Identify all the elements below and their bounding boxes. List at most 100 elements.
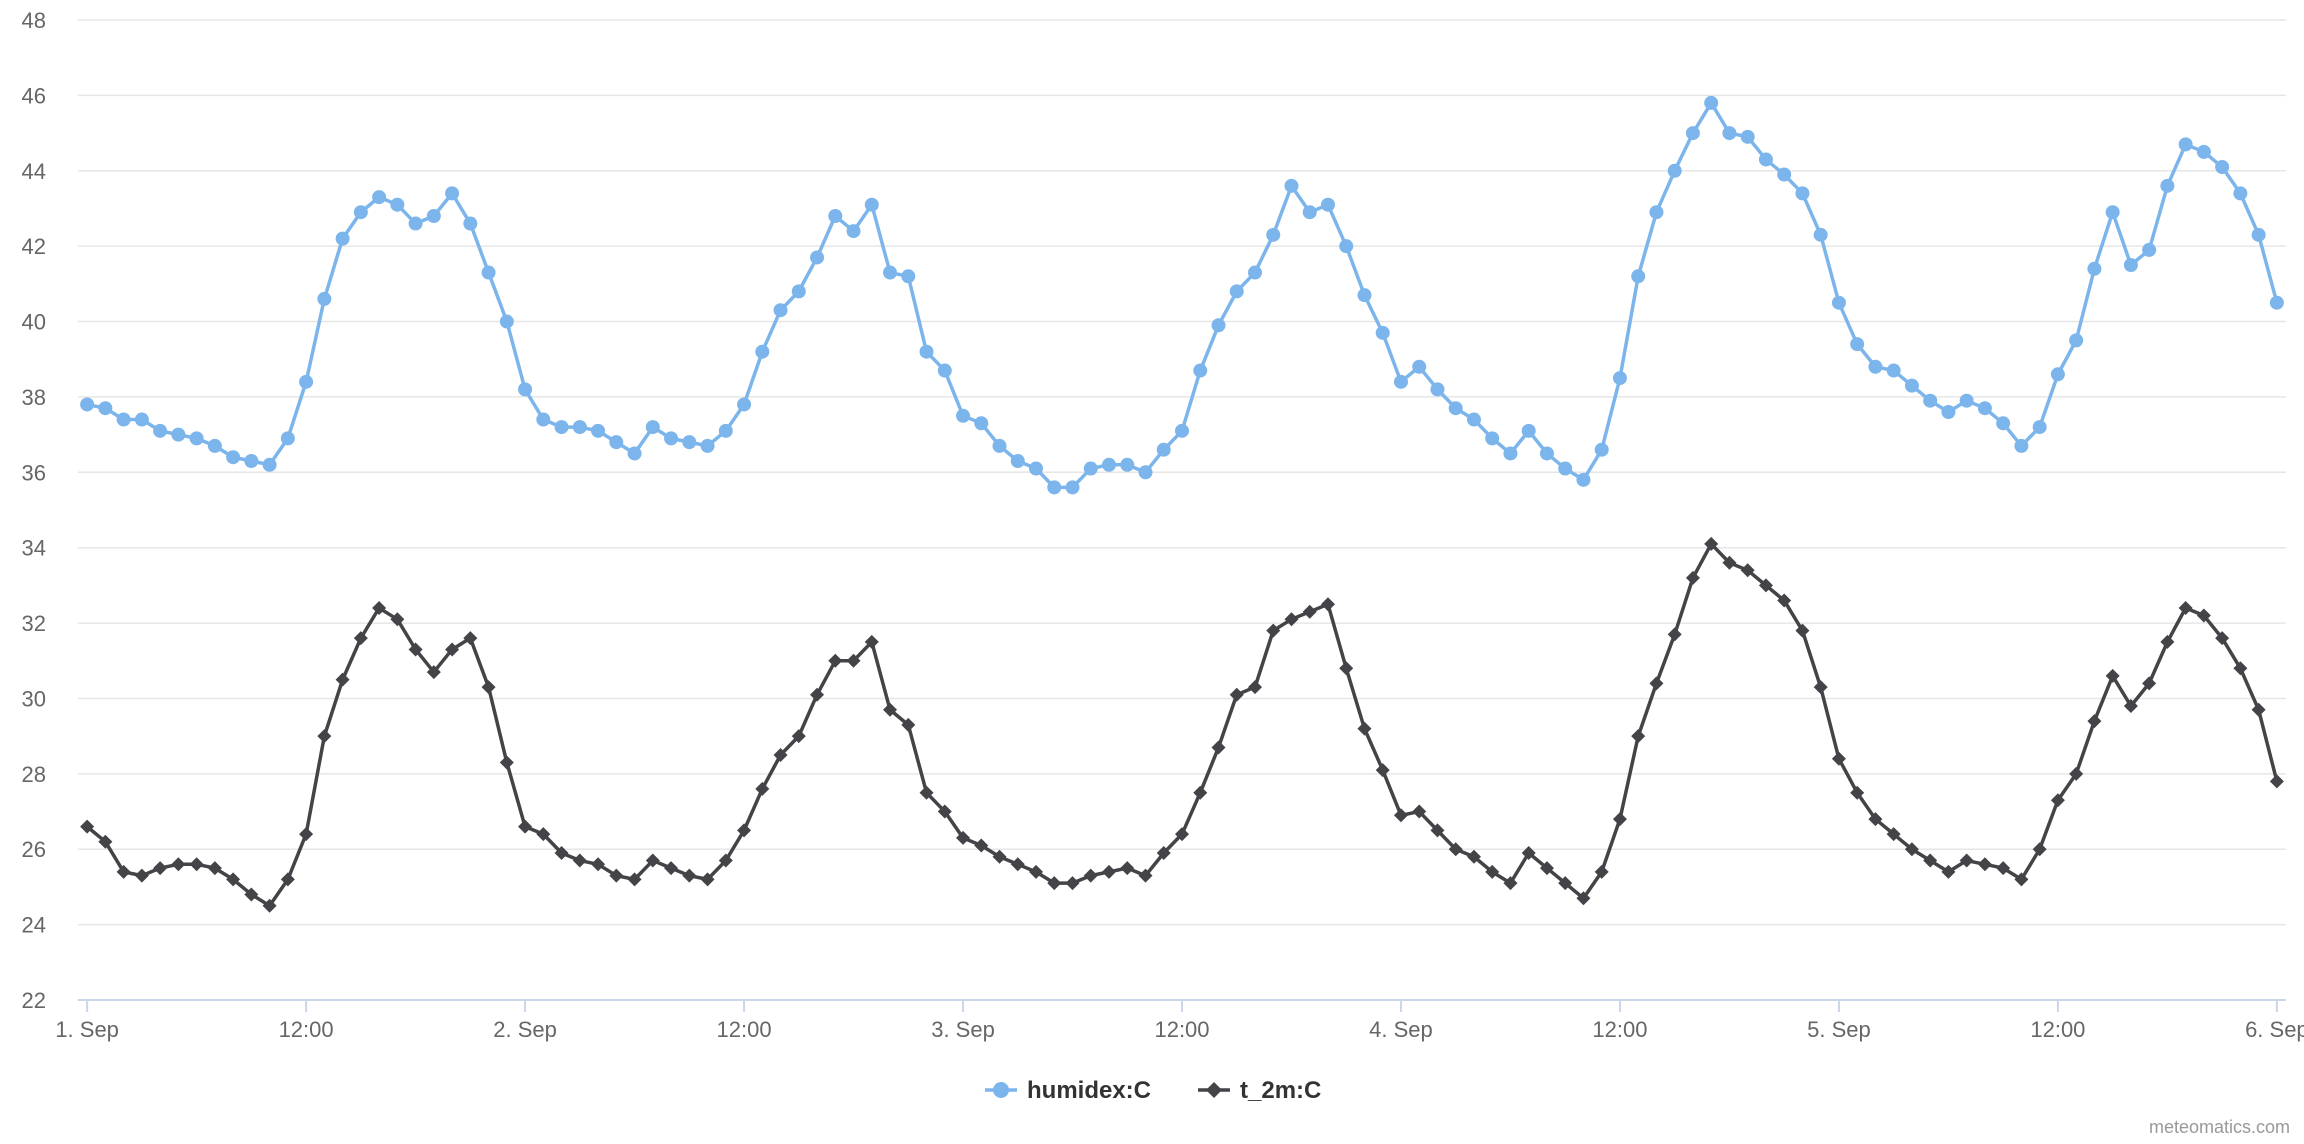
data-point	[408, 642, 423, 657]
legend[interactable]: humidex:C t_2m:C	[985, 1077, 1321, 1104]
data-point	[1503, 876, 1518, 891]
x-tick-label: 12:00	[2030, 1017, 2085, 1042]
data-point	[207, 438, 222, 453]
data-point	[846, 224, 861, 239]
data-point	[226, 450, 241, 465]
data-point	[1485, 864, 1500, 879]
data-point	[810, 250, 825, 265]
legend-item-1[interactable]: humidex:C	[985, 1077, 1151, 1104]
y-tick-label: 36	[22, 460, 46, 485]
data-point	[1065, 876, 1080, 891]
data-point	[1357, 721, 1372, 736]
data-point	[645, 420, 660, 435]
data-point	[1868, 812, 1883, 827]
y-tick-label: 32	[22, 611, 46, 636]
y-tick-label: 38	[22, 385, 46, 410]
data-point	[2178, 601, 2193, 615]
data-point	[1266, 227, 1281, 242]
data-point	[846, 653, 861, 668]
credits-text[interactable]: meteomatics.com	[2149, 1117, 2290, 1137]
data-point	[1339, 661, 1354, 676]
x-tick-label: 12:00	[1592, 1017, 1647, 1042]
y-tick-label: 30	[22, 686, 46, 711]
data-point	[1320, 597, 1335, 612]
data-point	[499, 314, 514, 329]
data-point	[463, 631, 478, 646]
data-point	[2105, 668, 2120, 683]
data-point	[828, 209, 843, 223]
data-point	[536, 412, 551, 427]
data-point	[1758, 152, 1773, 167]
data-point	[1521, 423, 1536, 438]
data-point	[98, 401, 113, 416]
data-point	[317, 291, 332, 306]
data-point	[244, 887, 259, 902]
data-point	[700, 872, 715, 887]
data-point	[919, 344, 934, 359]
data-point	[153, 861, 168, 876]
data-point	[1831, 295, 1846, 310]
data-point	[426, 665, 441, 680]
data-point	[1685, 126, 1700, 141]
data-point	[1375, 325, 1390, 340]
data-point	[1904, 842, 1919, 857]
data-point	[1393, 808, 1408, 823]
data-point	[664, 861, 679, 876]
data-point	[1466, 412, 1481, 427]
data-point	[2050, 367, 2065, 382]
data-point	[1175, 827, 1189, 842]
x-tick-label: 4. Sep	[1369, 1017, 1433, 1042]
data-point	[919, 785, 934, 800]
data-point	[1923, 853, 1938, 868]
data-point	[1649, 205, 1664, 220]
data-point	[1539, 861, 1554, 876]
data-point	[1448, 842, 1463, 857]
data-point	[2069, 333, 2084, 348]
data-point	[791, 284, 806, 299]
data-point	[1558, 876, 1573, 891]
data-point	[1083, 868, 1098, 883]
data-point	[1102, 864, 1117, 879]
data-point	[2087, 714, 2102, 729]
data-point	[353, 205, 368, 220]
data-point	[408, 216, 423, 231]
data-point	[1576, 472, 1591, 487]
x-tick-label: 2. Sep	[493, 1017, 557, 1042]
data-point	[262, 457, 277, 472]
data-point	[463, 216, 478, 231]
data-point	[883, 702, 898, 717]
data-point	[1010, 454, 1025, 468]
x-axis: 1. Sep 12:00 2. Sep 12:00 3. Sep 12:00 4. Sep 1…	[55, 999, 2304, 1042]
series-1	[80, 95, 2284, 495]
data-point	[335, 231, 350, 246]
data-point	[2160, 634, 2175, 649]
data-point	[1302, 604, 1317, 619]
data-point	[2069, 766, 2084, 781]
y-tick-label: 42	[22, 234, 46, 259]
data-point	[2032, 842, 2047, 857]
data-point	[864, 197, 879, 212]
legend-marker	[993, 1082, 1009, 1098]
data-point	[1211, 740, 1226, 755]
data-point	[828, 653, 843, 668]
data-point	[1576, 891, 1591, 906]
data-point	[134, 868, 149, 883]
data-point	[1904, 378, 1919, 393]
data-point	[299, 374, 314, 389]
data-point	[1229, 687, 1244, 702]
data-point	[1029, 461, 1044, 476]
data-point	[1247, 680, 1262, 695]
legend-label: t_2m:C	[1240, 1077, 1321, 1104]
data-point	[2014, 438, 2029, 453]
data-point	[481, 265, 496, 280]
data-point	[116, 864, 131, 879]
data-point	[937, 804, 952, 819]
data-point	[1795, 623, 1810, 638]
data-point	[1649, 676, 1664, 691]
legend-item-2[interactable]: t_2m:C	[1198, 1077, 1321, 1104]
data-point	[974, 416, 989, 431]
data-point	[280, 872, 295, 887]
data-point	[2123, 258, 2138, 272]
data-point	[1284, 612, 1299, 627]
